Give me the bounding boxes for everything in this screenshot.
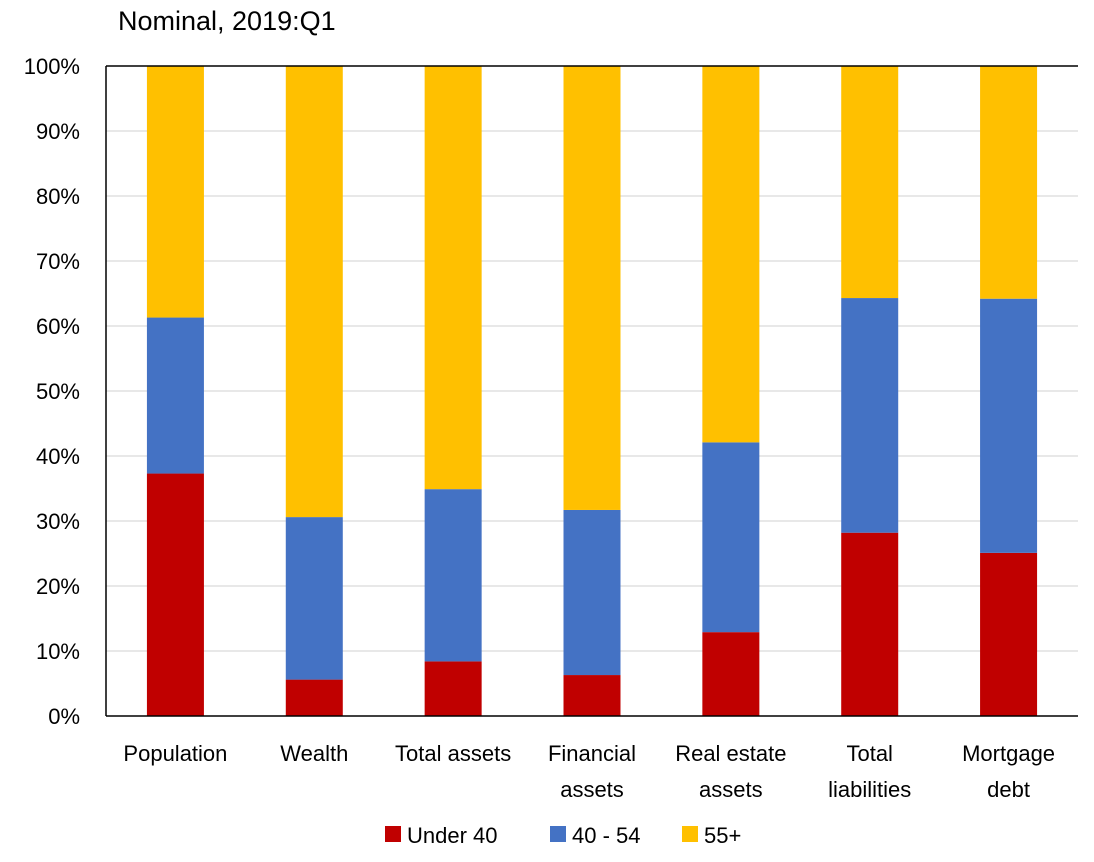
y-tick-label: 30% — [36, 509, 80, 534]
y-tick-label: 40% — [36, 444, 80, 469]
bar-segment — [146, 473, 204, 716]
x-category-label: Financial — [548, 741, 636, 766]
x-category-label: Wealth — [280, 741, 348, 766]
bar-segment — [424, 661, 482, 716]
bar-segment — [702, 442, 760, 633]
bar-segment — [563, 675, 621, 716]
x-category-label: Real estate — [675, 741, 786, 766]
bar-segment — [285, 679, 343, 716]
y-axis-tick-labels: 0% 10% 20% 30% 40% 50% 60% 70% 80% 90% 100% — [24, 54, 80, 729]
x-category-label: debt — [987, 777, 1030, 802]
bar-segment — [563, 509, 621, 676]
x-category-label: Total — [846, 741, 892, 766]
bar-segment — [702, 66, 760, 443]
bar-segment — [980, 66, 1038, 299]
legend-label: 40 - 54 — [572, 823, 641, 848]
y-tick-label: 50% — [36, 379, 80, 404]
y-tick-label: 70% — [36, 249, 80, 274]
bar-segment — [841, 66, 899, 299]
bar-segment — [146, 66, 204, 318]
y-tick-label: 10% — [36, 639, 80, 664]
bar-segment — [980, 552, 1038, 716]
x-category-label: Total assets — [395, 741, 511, 766]
x-axis-category-labels: Population Wealth Total assets Financial ass… — [123, 741, 1055, 802]
legend-swatch — [682, 826, 698, 842]
y-tick-label: 80% — [36, 184, 80, 209]
bar-segment — [146, 317, 204, 474]
bar-segment — [285, 517, 343, 680]
bars — [146, 66, 1038, 716]
legend-swatch — [550, 826, 566, 842]
x-category-label: assets — [699, 777, 763, 802]
legend-label: 55+ — [704, 823, 741, 848]
y-tick-label: 60% — [36, 314, 80, 339]
legend: Under 40 40 - 54 55+ — [385, 823, 741, 848]
bar-segment — [841, 532, 899, 716]
y-tick-label: 90% — [36, 119, 80, 144]
axes — [105, 65, 1078, 717]
bar-segment — [424, 489, 482, 662]
x-category-label: liabilities — [828, 777, 911, 802]
legend-swatch — [385, 826, 401, 842]
y-tick-label: 0% — [48, 704, 80, 729]
bar-segment — [980, 298, 1038, 553]
x-category-label: Mortgage — [962, 741, 1055, 766]
y-tick-label: 20% — [36, 574, 80, 599]
bar-segment — [424, 66, 482, 490]
y-tick-label: 100% — [24, 54, 80, 79]
bar-segment — [841, 298, 899, 533]
bar-segment — [563, 66, 621, 510]
bar-segment — [285, 66, 343, 518]
bar-segment — [702, 632, 760, 716]
chart-title: Nominal, 2019:Q1 — [118, 6, 336, 36]
legend-label: Under 40 — [407, 823, 498, 848]
x-category-label: assets — [560, 777, 624, 802]
x-category-label: Population — [123, 741, 227, 766]
